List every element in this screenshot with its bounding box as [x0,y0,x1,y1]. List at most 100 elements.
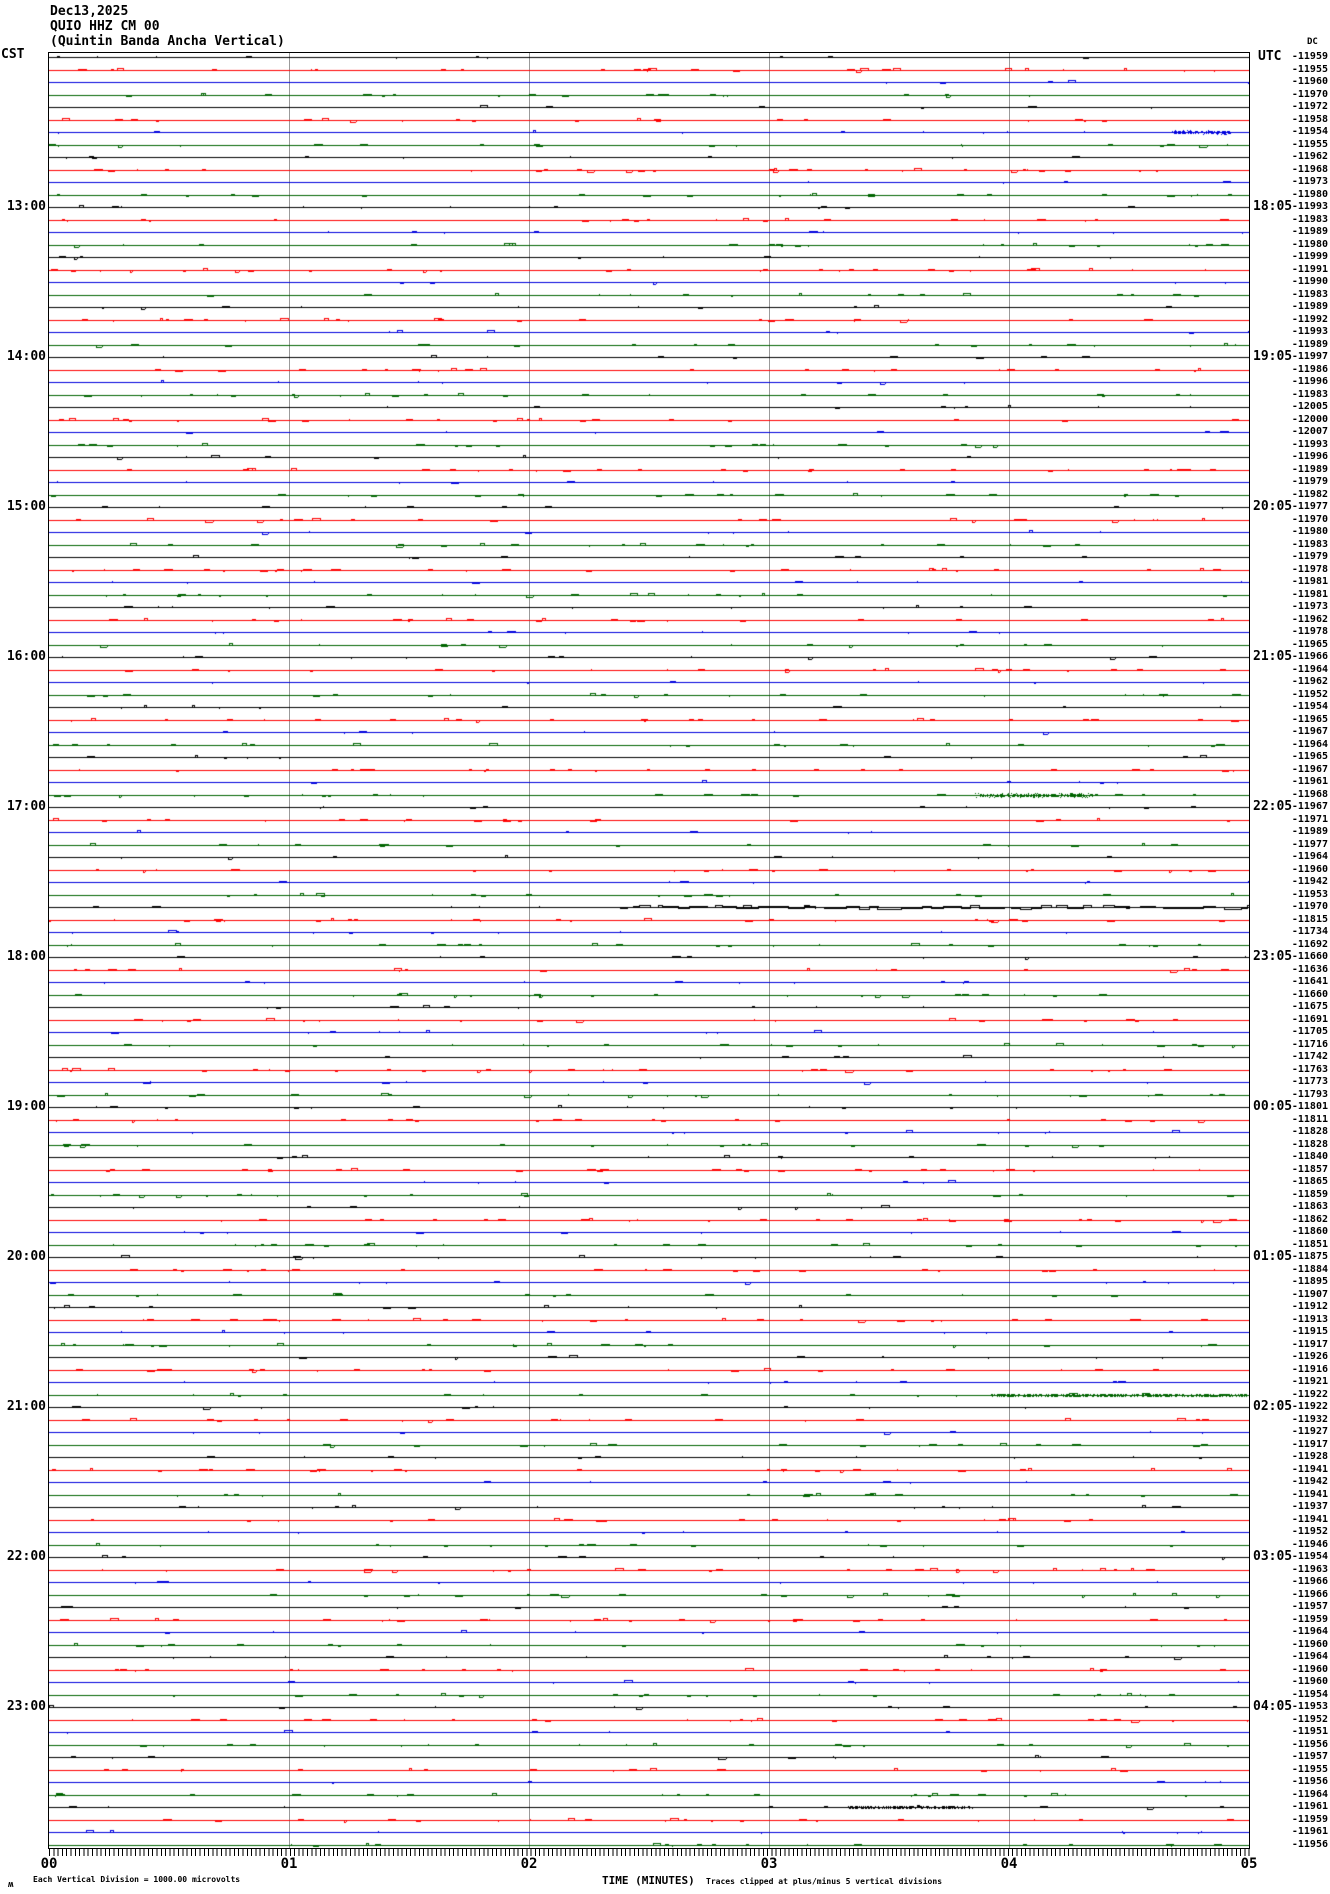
dc-value: -11793 [1291,1088,1328,1100]
dc-value: -11965 [1291,751,1328,762]
dc-value: -11971 [1291,813,1328,825]
hour-label-utc: 20:05 [1253,499,1293,514]
dc-value: -11977 [1291,838,1328,850]
dc-value: -11962 [1291,676,1328,687]
dc-value: -11941 [1291,1488,1328,1500]
dc-value: -11811 [1291,1113,1328,1125]
dc-value: -11960 [1291,1663,1328,1675]
dc-value: -11928 [1291,1451,1328,1462]
dc-value: -11851 [1291,1238,1328,1250]
dc-value: -11979 [1291,551,1328,562]
dc-value: -11989 [1291,338,1328,350]
dc-value: -11675 [1291,1001,1328,1012]
dc-value: -11828 [1291,1138,1328,1150]
dc-value: -11961 [1291,776,1328,787]
dc-value: -11970 [1291,513,1328,525]
dc-value: -11941 [1291,1513,1328,1525]
dc-value: -11660 [1291,988,1328,1000]
dc-value: -11692 [1291,938,1328,950]
dc-value: -11966 [1291,1588,1328,1600]
dc-value: -11980 [1291,188,1328,200]
dc-value: -12000 [1291,413,1328,425]
dc-value: -11955 [1291,1763,1328,1775]
dc-value: -11964 [1291,1626,1328,1637]
dc-value: -11862 [1291,1213,1328,1225]
hour-label-utc: 23:05 [1253,949,1293,964]
dc-value: -11981 [1291,576,1328,587]
dc-value: -11641 [1291,976,1328,987]
dc-value: -11915 [1291,1326,1328,1337]
x-axis-tick-label: 01 [280,1856,298,1872]
hour-label-utc: 03:05 [1253,1549,1293,1564]
dc-value: -11980 [1291,238,1328,250]
dc-value: -11932 [1291,1413,1328,1425]
dc-value: -11963 [1291,1563,1328,1575]
dc-value: -11977 [1291,501,1328,512]
dc-value: -11973 [1291,176,1328,187]
dc-value: -11801 [1291,1101,1328,1112]
dc-value: -11705 [1291,1026,1328,1037]
hour-label-cst: 16:00 [6,649,46,664]
dc-value: -11970 [1291,88,1328,100]
dc-value: -11956 [1291,1738,1328,1750]
dc-value: -11763 [1291,1063,1328,1075]
dc-value: -11960 [1291,863,1328,875]
dc-value: -11961 [1291,1801,1328,1812]
dc-value: -11863 [1291,1201,1328,1212]
dc-value: -11955 [1291,138,1328,150]
dc-value: -11691 [1291,1013,1328,1025]
dc-value: -11964 [1291,738,1328,750]
dc-value: -11895 [1291,1276,1328,1287]
dc-value: -11966 [1291,1576,1328,1587]
left-timezone-label: CST [1,47,25,62]
dc-value: -11922 [1291,1401,1328,1412]
dc-value: -11953 [1291,888,1328,900]
dc-value: -11941 [1291,1463,1328,1475]
dc-value: -11959 [1291,1813,1328,1825]
dc-value: -11954 [1291,1551,1328,1562]
hour-label-utc: 01:05 [1253,1249,1293,1264]
dc-value: -12007 [1291,426,1328,437]
x-axis-tick-label: 03 [760,1856,778,1872]
dc-value: -11964 [1291,851,1328,862]
dc-value: -11979 [1291,476,1328,487]
hour-label-utc: 02:05 [1253,1399,1293,1414]
dc-value: -11983 [1291,388,1328,400]
hour-label-utc: 04:05 [1253,1699,1293,1714]
dc-value: -11960 [1291,1638,1328,1650]
hour-label-cst: 15:00 [6,499,46,514]
dc-value: -11993 [1291,201,1328,212]
dc-value: -11981 [1291,588,1328,600]
dc-value: -11734 [1291,926,1328,937]
dc-value: -11989 [1291,826,1328,837]
clip-note: Traces clipped at plus/minus 5 vertical … [706,1877,943,1886]
dc-value: -11859 [1291,1188,1328,1200]
header-description: (Quintin Banda Ancha Vertical) [50,34,285,49]
dc-value: -11964 [1291,1651,1328,1662]
dc-value: -11970 [1291,901,1328,912]
hour-label-utc: 21:05 [1253,649,1293,664]
dc-value: -11993 [1291,438,1328,450]
dc-value: -11964 [1291,1788,1328,1800]
dc-value: -11942 [1291,876,1328,887]
dc-value: -11983 [1291,288,1328,300]
dc-value: -11912 [1291,1301,1328,1312]
dc-value: -11952 [1291,1713,1328,1725]
dc-value: -11992 [1291,313,1328,325]
x-axis-tick-label: 02 [520,1856,538,1872]
dc-value: -11989 [1291,463,1328,475]
dc-value: -11973 [1291,601,1328,612]
dc-value: -11980 [1291,526,1328,537]
header-station: QUIO HHZ CM 00 [50,19,160,34]
dc-value: -11959 [1291,1613,1328,1625]
dc-value: -11978 [1291,626,1328,637]
dc-value: -11967 [1291,726,1328,737]
dc-value: -11952 [1291,688,1328,700]
dc-value: -11917 [1291,1438,1328,1450]
dc-value: -11926 [1291,1351,1328,1362]
header-date: Dec13,2025 [50,4,129,19]
x-axis-minor-ticks [49,1849,1250,1856]
dc-value: -11960 [1291,76,1328,87]
dc-value: -11968 [1291,163,1328,175]
dc-value: -11937 [1291,1501,1328,1512]
